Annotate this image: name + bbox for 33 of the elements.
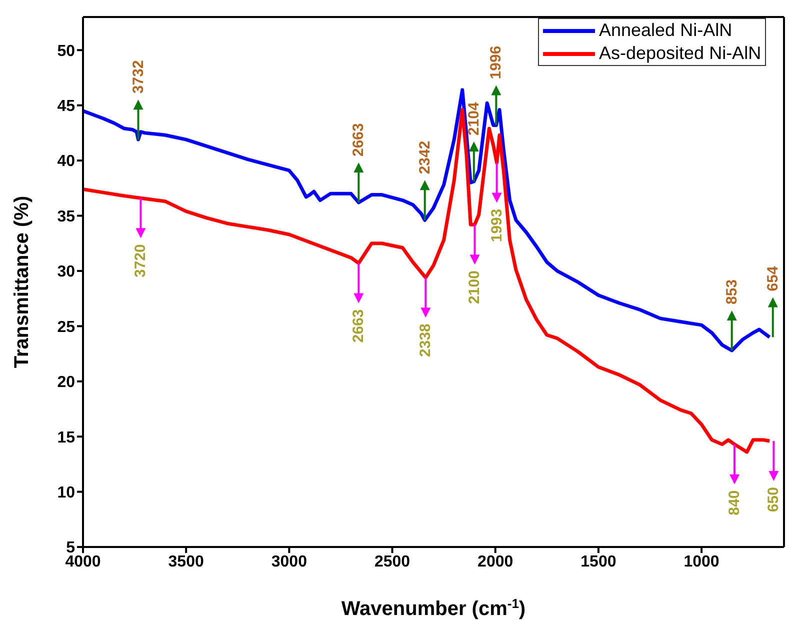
y-tick-label: 30 [57,264,76,281]
annotation: 2663 [350,309,368,343]
annotation: 3732 [130,60,147,94]
annotation: 1993 [488,208,506,242]
y-tick-label: 20 [57,374,76,392]
legend-label: Annealed Ni-AlN [599,20,732,41]
x-tick-label: 3500 [168,553,204,570]
x-tick-label: 2500 [374,553,410,570]
y-tick-label: 35 [57,208,76,226]
x-tick-label: 1000 [684,553,720,570]
legend-label: As-deposited Ni-AlN [599,43,762,64]
annotation: 2663 [350,123,368,156]
y-axis-title: Transmittance (%) [11,196,33,368]
y-tick-label: 15 [57,429,76,446]
annotation: 853 [723,279,740,304]
annotation: 2100 [466,270,484,304]
x-axis-title: Wavenumber (cm$^{-1}$) [341,596,526,620]
annotation: 1996 [488,46,505,80]
annotation: 3720 [132,244,150,278]
y-tick-label: 25 [57,318,76,336]
y-tick-label: 50 [57,42,76,60]
annotation: 2342 [416,140,434,174]
annotation: 840 [726,490,744,516]
y-tick-label: 45 [57,98,76,116]
annotation: 2338 [417,324,434,357]
x-tick-label: 3000 [271,553,308,570]
y-tick-label: 10 [57,484,76,502]
annotation: 654 [764,266,782,292]
annotation: 2104 [465,101,482,136]
x-tick-label: 2000 [478,553,514,570]
y-tick-label: 40 [57,153,76,170]
annotation: 650 [765,487,782,512]
x-tick-label: 1500 [580,553,616,570]
